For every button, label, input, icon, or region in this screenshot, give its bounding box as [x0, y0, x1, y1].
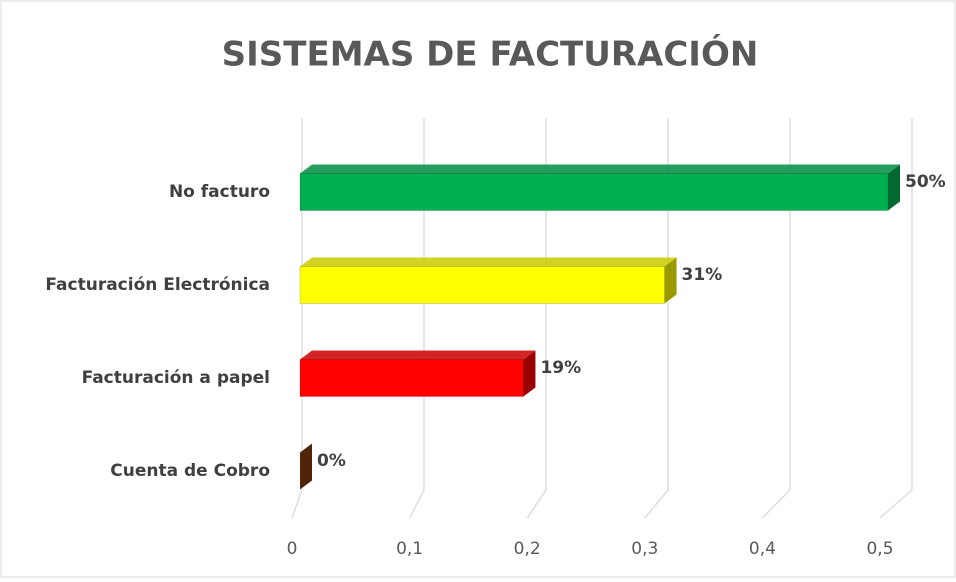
- y-tick-label: Facturación a papel: [82, 368, 270, 388]
- bar: [299, 173, 889, 211]
- y-tick-label: Facturación Electrónica: [45, 275, 270, 295]
- data-label: 50%: [905, 172, 946, 192]
- bar-side: [664, 257, 677, 304]
- data-label: 0%: [317, 451, 346, 471]
- bar-top: [300, 164, 900, 174]
- grid-line: [526, 118, 547, 519]
- grid-line: [761, 118, 791, 519]
- bar: [299, 359, 524, 397]
- x-tick-label: 0: [287, 539, 298, 559]
- bar: [299, 266, 666, 304]
- bar-top: [300, 257, 677, 267]
- grid-line: [409, 118, 425, 519]
- x-tick-label: 0,2: [514, 539, 541, 559]
- grid-line: [644, 118, 669, 519]
- data-label: 31%: [682, 265, 723, 285]
- bar-top: [300, 350, 536, 360]
- data-label: 19%: [540, 358, 581, 378]
- y-tick-label: Cuenta de Cobro: [110, 461, 270, 481]
- bar-side: [523, 350, 536, 397]
- y-tick-label: No facturo: [169, 182, 270, 202]
- chart-title: SISTEMAS DE FACTURACIÓN: [222, 34, 759, 75]
- bar-side: [888, 164, 900, 211]
- x-tick-label: 0,4: [749, 539, 776, 559]
- x-tick-label: 0,1: [396, 539, 423, 559]
- grid-line: [291, 118, 303, 519]
- x-tick-label: 0,3: [631, 539, 658, 559]
- x-tick-label: 0,5: [866, 539, 893, 559]
- bar-side: [300, 443, 312, 490]
- grid-line: [879, 118, 913, 519]
